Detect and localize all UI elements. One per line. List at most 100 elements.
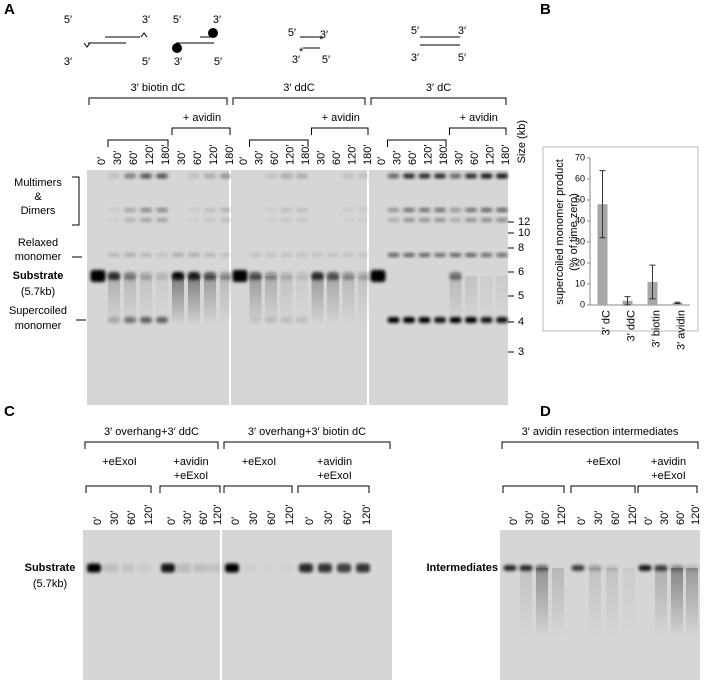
gel-band <box>220 208 232 212</box>
star: * <box>299 46 304 58</box>
gel-band <box>358 173 370 179</box>
size-marker: 10 <box>518 227 530 239</box>
band-label: Intermediates <box>426 562 498 574</box>
lane-label: 180′ <box>300 145 312 165</box>
bar <box>597 204 608 305</box>
sub-group-label: +avidin <box>317 456 352 468</box>
biotin-dot <box>208 28 218 38</box>
bracket <box>223 441 391 449</box>
bracket <box>85 485 152 493</box>
gel-band <box>280 218 293 222</box>
gel-smear <box>220 276 232 326</box>
lane-label: 60′ <box>192 151 204 165</box>
gel-smear <box>671 568 683 638</box>
gel-band <box>296 218 308 222</box>
avidin-label: + avidin <box>183 112 221 124</box>
gel-band <box>280 173 293 179</box>
y-tick-label: 0 <box>580 299 585 309</box>
gel-band <box>296 173 308 179</box>
gel-band <box>188 218 200 222</box>
gel-band <box>387 317 400 323</box>
band-label: Dimers <box>21 205 56 217</box>
bracket <box>223 485 293 493</box>
gel-band <box>449 253 462 257</box>
x-tick-label: 3′ dC <box>600 310 612 335</box>
lane-label: 120′ <box>422 145 434 165</box>
gel-band <box>124 317 136 323</box>
gel-band <box>418 218 431 222</box>
size-marker: 12 <box>518 216 530 228</box>
error-bar <box>624 296 631 306</box>
schematic-label: 5′ <box>288 27 296 39</box>
gel-band <box>296 317 308 323</box>
gel-band <box>140 253 152 257</box>
gel-band <box>387 253 400 257</box>
gel-band <box>204 208 216 212</box>
lane-label: 120′ <box>627 505 639 525</box>
gel-band <box>188 208 200 212</box>
gel-smear <box>311 276 324 326</box>
lane-label: 30′ <box>112 151 124 165</box>
gel-smear <box>188 276 200 326</box>
gel-band <box>249 253 262 257</box>
gel-smear <box>552 568 564 638</box>
group-label: 3′ ddC <box>283 82 314 94</box>
gel-band <box>465 317 477 323</box>
gel-band <box>220 218 232 222</box>
gel-smear <box>172 276 184 326</box>
gel-band <box>280 253 293 257</box>
bracket <box>502 485 565 493</box>
gel-band <box>124 208 136 212</box>
schematic-label: 3′ <box>320 29 328 41</box>
lane-label: 60′ <box>126 511 138 525</box>
biotin-dot <box>172 43 182 53</box>
gel-smear <box>606 568 618 638</box>
gel-band <box>140 173 152 179</box>
gel-band <box>172 253 184 257</box>
gel-smear <box>280 276 293 326</box>
lane-label: 120′ <box>556 505 568 525</box>
gel-smear <box>686 568 698 638</box>
band-label: Substrate <box>25 562 76 574</box>
lane-label: 0′ <box>376 157 388 165</box>
schematic-label: 3′ <box>213 14 221 26</box>
band-label: (5.7kb) <box>21 286 55 298</box>
gel-band <box>480 317 493 323</box>
gel-band <box>261 564 275 573</box>
gel-band <box>177 563 191 573</box>
lane-label: 30′ <box>659 511 671 525</box>
bracket <box>88 97 228 105</box>
gel-band <box>358 208 370 212</box>
lane-label: 60′ <box>469 151 481 165</box>
gel-band <box>434 317 446 323</box>
band-label: Multimers <box>14 177 62 189</box>
gel-band <box>449 218 462 222</box>
y-tick-label: 10 <box>575 278 585 288</box>
lane-label: 30′ <box>391 151 403 165</box>
avidin-label: + avidin <box>460 112 498 124</box>
schematic-label: 5′ <box>214 56 222 68</box>
gel-band <box>465 173 477 179</box>
gel-band <box>342 253 355 257</box>
group-label: 3′ overhang+3′ biotin dC <box>248 426 366 438</box>
gel-smear <box>140 276 152 326</box>
lane-label: 60′ <box>266 511 278 525</box>
gel-band <box>387 208 400 212</box>
group-label: 3′ biotin dC <box>131 82 186 94</box>
sub-group-label: +eExoI <box>317 470 352 482</box>
gel-band <box>124 253 136 257</box>
gel-band <box>140 218 152 222</box>
gel <box>83 530 220 680</box>
gel-band <box>156 253 168 257</box>
gel-band <box>279 564 293 573</box>
schematic-label: 3′ <box>64 56 72 68</box>
avidin-label: + avidin <box>322 112 360 124</box>
gel-band <box>403 253 415 257</box>
gel-band <box>108 317 120 323</box>
gel-smear <box>358 276 370 326</box>
bracket <box>370 97 507 105</box>
gel-band <box>87 563 101 573</box>
gel-smear <box>327 276 339 326</box>
chart-frame <box>542 146 699 332</box>
y-tick-label: 50 <box>575 194 585 204</box>
